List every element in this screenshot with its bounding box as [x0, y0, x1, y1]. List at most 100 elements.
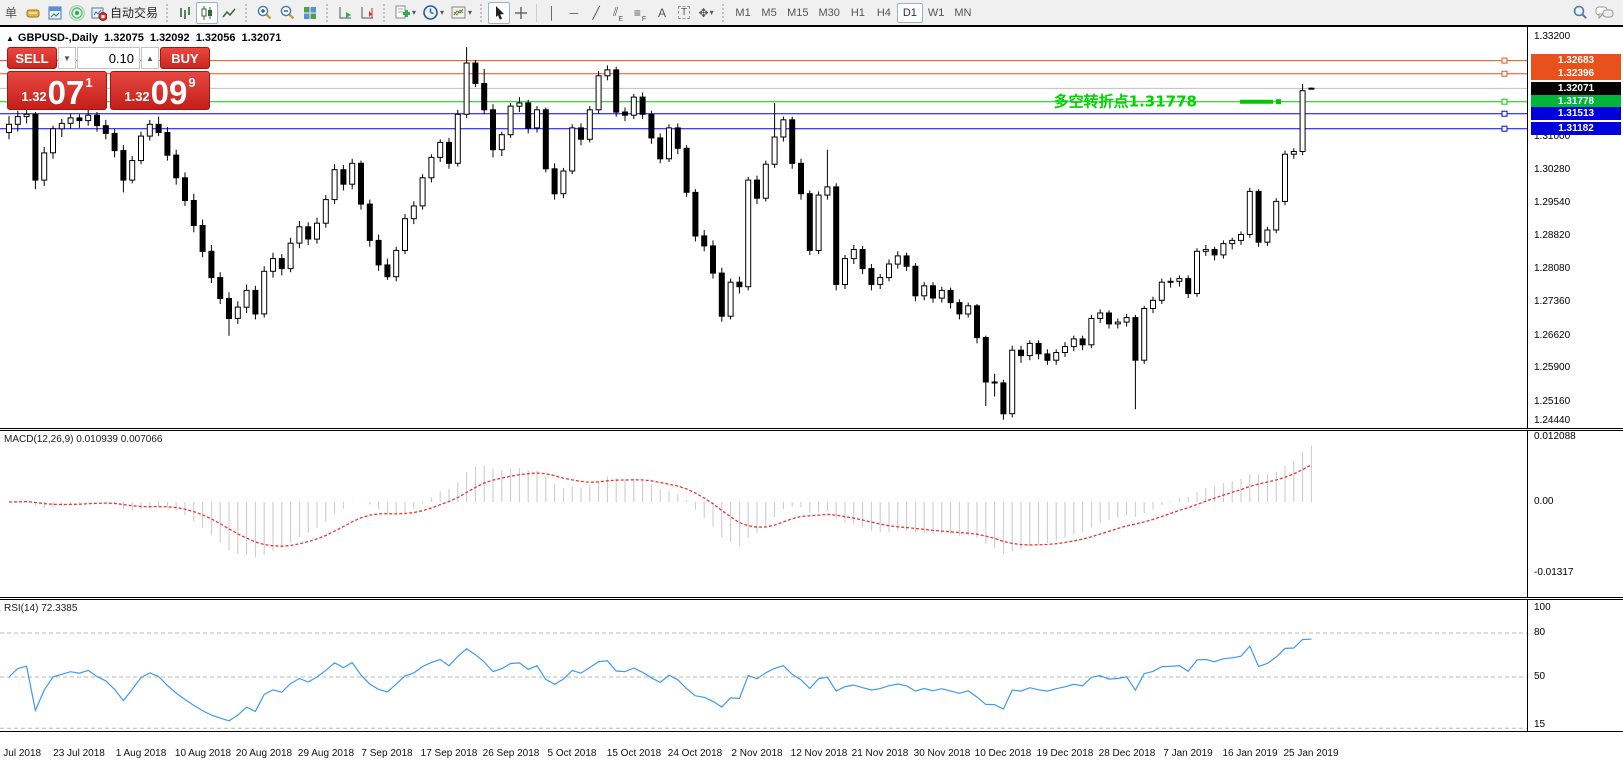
vertical-line-tool[interactable]: │	[541, 2, 563, 24]
auto-scroll-icon	[337, 5, 353, 21]
window-chart-icon	[47, 5, 63, 21]
gold-button[interactable]	[22, 2, 44, 24]
periods-caret-icon: ▾	[440, 8, 445, 17]
sell-price-button[interactable]: 1.32 07 1	[7, 71, 107, 110]
rsi-tick: 50	[1534, 671, 1546, 682]
fibonacci-tool[interactable]: ≡ F	[629, 2, 651, 24]
date-label: 7 Jan 2019	[1163, 748, 1213, 759]
price-line-badge: 1.32683	[1531, 54, 1621, 67]
chart-shift-button[interactable]	[356, 2, 378, 24]
buy-button[interactable]: BUY	[160, 47, 210, 69]
buy-price-button[interactable]: 1.32 09 9	[110, 71, 210, 110]
tab-timeframe-m5[interactable]: M5	[761, 6, 777, 19]
horizontal-line-tool[interactable]: ─	[563, 2, 585, 24]
tab-timeframe-m30[interactable]: M30	[818, 6, 840, 19]
text-label-tool[interactable]: T	[673, 2, 695, 24]
timeframe-group: M1 M5 M15 M30 H1 H4 D1 W1 MN	[730, 2, 976, 23]
templates-caret-icon: ▾	[468, 8, 473, 17]
ohlc-low: 1.32056	[195, 32, 236, 44]
vertical-line-icon: │	[548, 5, 556, 20]
line-chart-button[interactable]	[218, 2, 240, 24]
signal-button[interactable]	[66, 2, 88, 24]
date-label: 12 Nov 2018	[790, 748, 848, 759]
equidistant-channel-tool[interactable]: ⫽ E	[607, 2, 629, 24]
collapse-triangle-icon[interactable]: ▲	[6, 34, 14, 43]
date-label: 17 Sep 2018	[420, 748, 478, 759]
price-line-badge: 1.31182	[1531, 122, 1621, 135]
market-watch-button[interactable]	[44, 2, 66, 24]
macd-label: MACD(12,26,9) 0.010939 0.007066	[4, 434, 163, 445]
chat-icon	[1595, 5, 1614, 21]
price-tick: 1.28080	[1534, 263, 1571, 274]
date-label: 1 Aug 2018	[115, 748, 167, 759]
equidistant-channel-icon: ⫽	[613, 5, 619, 19]
zoom-in-button[interactable]	[253, 2, 276, 24]
price-tick: 1.25160	[1534, 396, 1571, 407]
templates-button[interactable]: ▾	[447, 2, 475, 24]
text-tool[interactable]: A	[651, 2, 673, 24]
price-tick: 1.25900	[1534, 362, 1571, 373]
price-tick: 1.30280	[1534, 164, 1571, 175]
periods-button[interactable]: ▾	[419, 2, 447, 24]
indicators-button[interactable]: ▾	[391, 2, 419, 24]
tab-timeframe-m1[interactable]: M1	[735, 6, 751, 19]
volume-dropdown-button[interactable]: ▼	[58, 47, 76, 69]
autotrading-button[interactable]: 自动交易	[88, 2, 161, 24]
tab-timeframe-m15[interactable]: M15	[787, 6, 809, 19]
tab-timeframe-d1[interactable]: D1	[896, 2, 923, 23]
symbol-period-label: GBPUSD-,Daily	[17, 32, 98, 44]
macd-tick: -0.01317	[1534, 567, 1574, 578]
macd-plot[interactable]	[0, 431, 1528, 597]
zoom-out-icon	[279, 4, 296, 21]
sell-price-small: 1.32	[21, 89, 47, 104]
ohlc-close: 1.32071	[241, 32, 282, 44]
price-line-badge: 1.32071	[1531, 82, 1621, 95]
ohlc-high: 1.32092	[149, 32, 190, 44]
macd-tick: 0.00	[1534, 496, 1554, 507]
cursor-button[interactable]	[488, 1, 511, 24]
zoom-out-button[interactable]	[276, 2, 299, 24]
sell-price-big: 07	[47, 73, 85, 111]
bar-chart-button[interactable]	[174, 2, 196, 24]
chat-button[interactable]	[1592, 2, 1617, 24]
volume-up-button[interactable]: ▲	[141, 47, 159, 69]
candlestick-chart-button[interactable]	[196, 1, 219, 24]
tab-timeframe-h1[interactable]: H1	[850, 6, 865, 19]
candlestick-chart-icon	[199, 5, 215, 21]
new-order-label: 单	[4, 6, 17, 20]
crosshair-icon	[513, 5, 529, 21]
channel-subscript: E	[618, 15, 624, 23]
search-button[interactable]	[1569, 2, 1592, 24]
tab-timeframe-mn[interactable]: MN	[954, 6, 972, 19]
rsi-plot[interactable]	[0, 600, 1528, 731]
autotrading-icon	[91, 5, 107, 21]
add-indicator-icon	[394, 4, 411, 21]
price-tick: 1.26620	[1534, 330, 1571, 341]
auto-scroll-button[interactable]	[334, 2, 356, 24]
toolbar: 单 自动交易 ▾ ▾	[0, 0, 1623, 25]
time-axis[interactable]: 3 Jul 2018 23 Jul 2018 1 Aug 2018 10 Aug 20…	[0, 732, 1623, 773]
rsi-tick: 100	[1534, 602, 1551, 613]
panel-separator[interactable]	[0, 597, 1623, 600]
rsi-tick: 15	[1534, 719, 1546, 730]
price-chart-plot[interactable]: 多空转折点1.31778	[0, 27, 1528, 428]
ohlc-open: 1.32075	[104, 32, 144, 44]
crosshair-button[interactable]	[510, 2, 532, 24]
trendline-tool[interactable]: ╱	[585, 2, 607, 24]
tab-timeframe-h4[interactable]: H4	[876, 6, 891, 19]
arrows-tool[interactable]: ✥ ▾	[695, 2, 717, 24]
search-icon	[1572, 4, 1589, 21]
new-order-button[interactable]: 单	[0, 2, 22, 24]
buy-price-big: 09	[150, 73, 188, 111]
buy-price-small: 1.32	[124, 89, 150, 104]
tile-windows-button[interactable]	[299, 2, 321, 24]
tab-timeframe-w1[interactable]: W1	[927, 6, 945, 19]
rsi-tick: 80	[1534, 627, 1546, 638]
price-tick: 1.27360	[1534, 296, 1571, 307]
sell-button[interactable]: SELL	[7, 47, 57, 69]
toolbar-grip	[383, 3, 388, 22]
price-line-badge: 1.31513	[1531, 107, 1621, 120]
macd-panel: MACD(12,26,9) 0.010939 0.007066 0.012088…	[0, 431, 1623, 597]
panel-separator[interactable]	[0, 428, 1623, 431]
volume-input[interactable]	[77, 47, 140, 69]
